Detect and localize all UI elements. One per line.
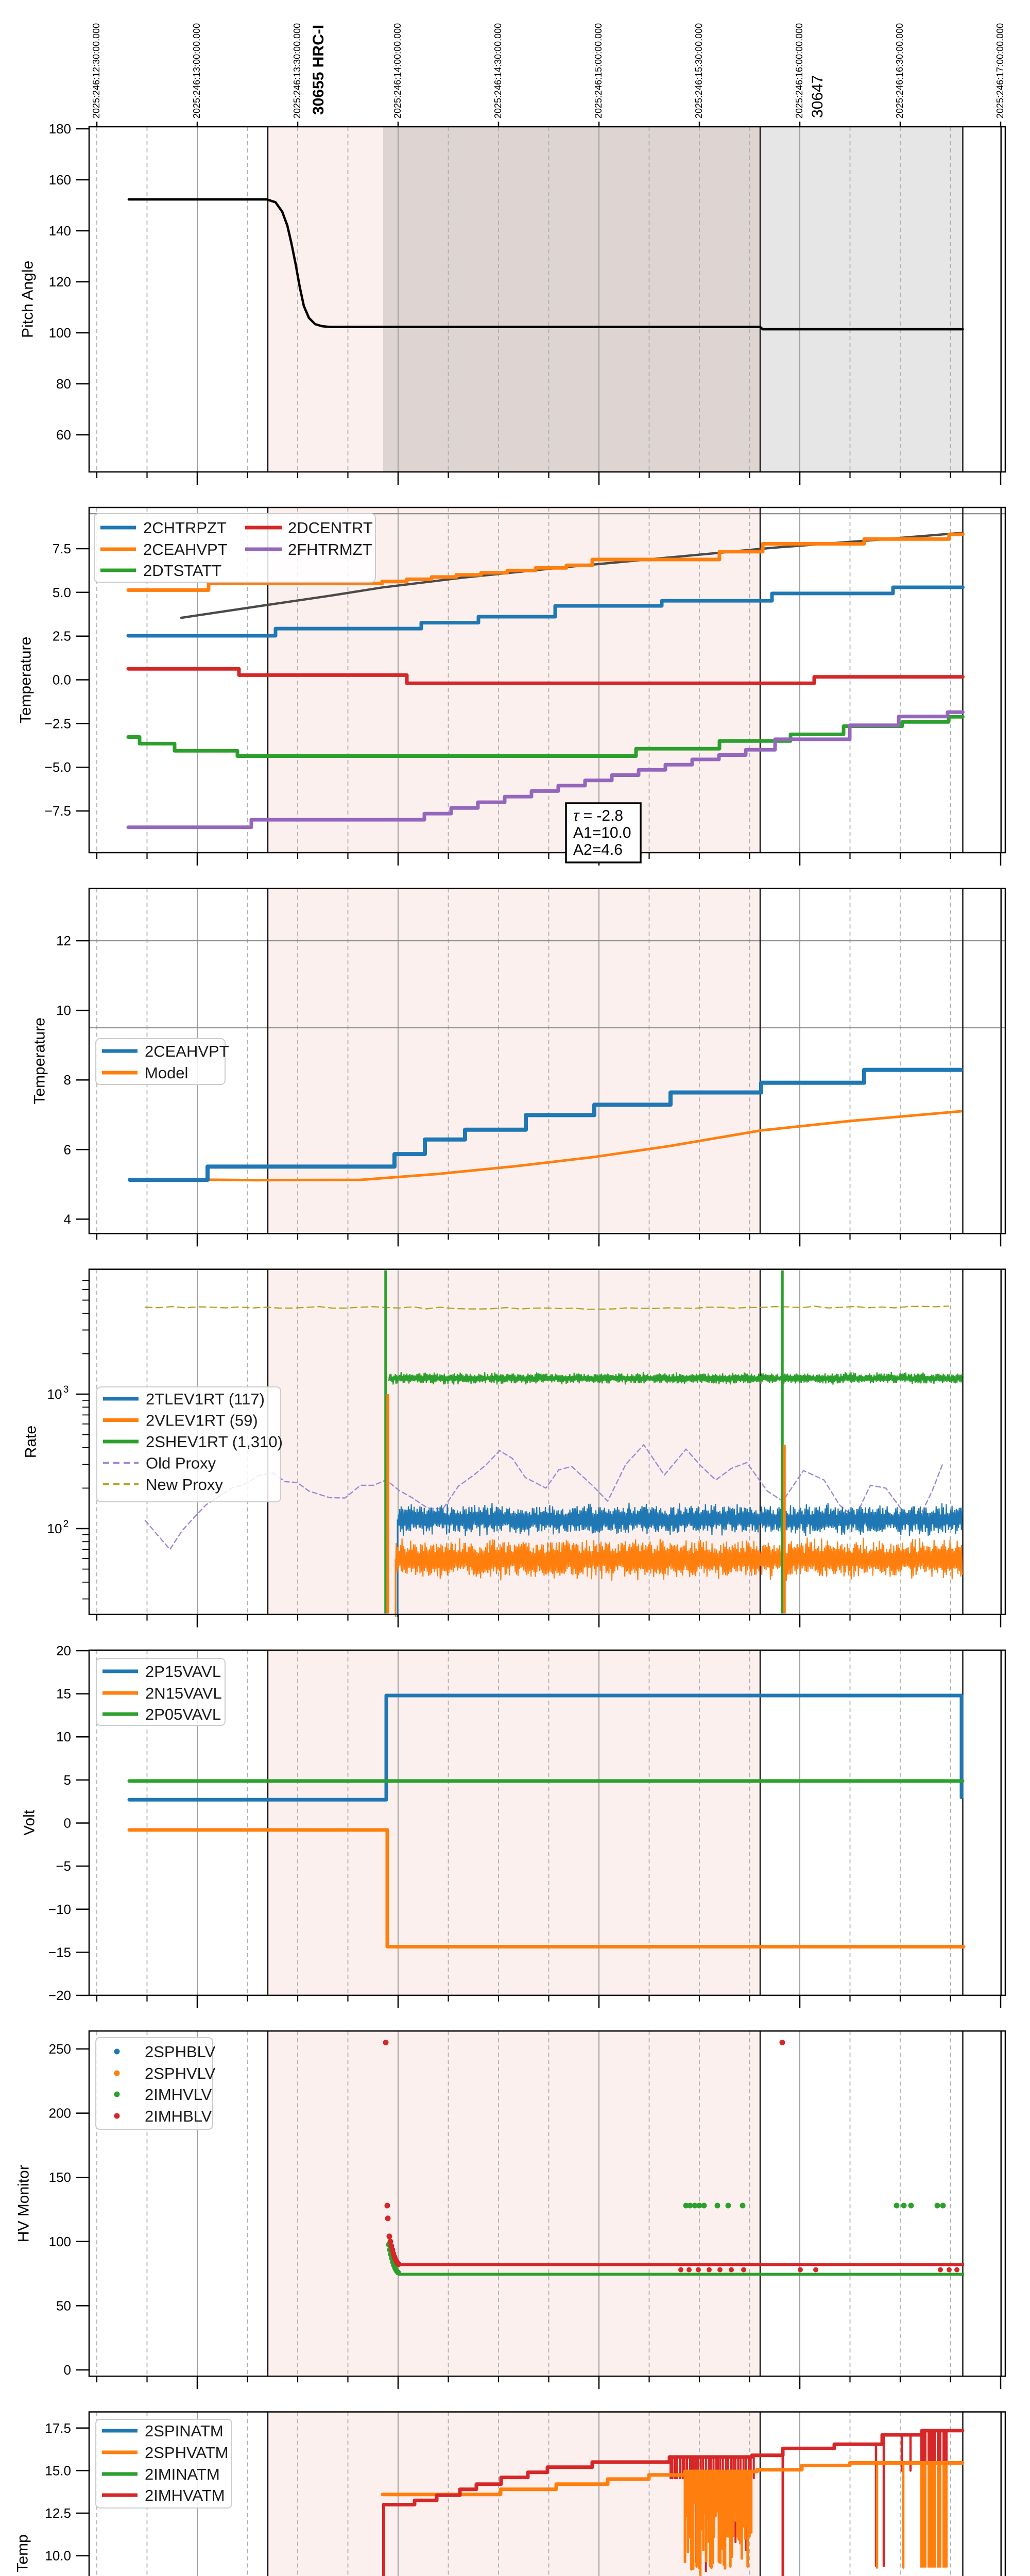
svg-text:2CEAHVPT: 2CEAHVPT	[143, 540, 228, 558]
svg-text:−5: −5	[56, 1858, 71, 1874]
svg-text:12.5: 12.5	[45, 2505, 71, 2521]
svg-text:2SPINATM: 2SPINATM	[145, 2422, 224, 2440]
svg-text:Volt: Volt	[21, 1809, 38, 1836]
svg-text:Rate: Rate	[23, 1426, 40, 1458]
svg-text:2IMHBLV: 2IMHBLV	[145, 2107, 212, 2125]
svg-text:2025:246:12:30:00.000: 2025:246:12:30:00.000	[91, 23, 101, 118]
svg-text:15: 15	[56, 1686, 71, 1702]
svg-text:4: 4	[64, 1211, 71, 1227]
svg-text:140: 140	[49, 223, 71, 239]
svg-text:50: 50	[56, 2298, 71, 2313]
svg-text:250: 250	[49, 2041, 71, 2057]
svg-text:0: 0	[64, 1816, 71, 1831]
svg-text:160: 160	[49, 172, 71, 188]
svg-text:7.5: 7.5	[53, 541, 71, 556]
svg-text:2025:246:13:30:00.000: 2025:246:13:30:00.000	[292, 23, 302, 118]
svg-text:2SPHVATM: 2SPHVATM	[145, 2444, 229, 2462]
svg-text:Temperature: Temperature	[18, 637, 35, 723]
svg-text:8: 8	[64, 1072, 71, 1088]
svg-text:2DTSTATT: 2DTSTATT	[143, 562, 221, 580]
svg-text:2SPHBLV: 2SPHBLV	[145, 2043, 216, 2061]
svg-text:10: 10	[56, 1729, 71, 1744]
svg-text:120: 120	[49, 274, 71, 290]
svg-text:2SPHVLV: 2SPHVLV	[145, 2064, 216, 2082]
svg-text:200: 200	[49, 2106, 71, 2121]
svg-text:−7.5: −7.5	[45, 803, 71, 819]
svg-text:A2=4.6: A2=4.6	[573, 841, 623, 858]
svg-text:2SHEV1RT (1,310): 2SHEV1RT (1,310)	[146, 1433, 283, 1451]
svg-text:0.0: 0.0	[53, 672, 71, 688]
svg-text:20: 20	[56, 1643, 71, 1658]
svg-text:−10: −10	[48, 1902, 71, 1917]
svg-text:Old Proxy: Old Proxy	[146, 1454, 216, 1472]
svg-text:2IMHVLV: 2IMHVLV	[145, 2086, 212, 2104]
svg-text:2N15VAVL: 2N15VAVL	[145, 1684, 222, 1702]
svg-text:A1=10.0: A1=10.0	[573, 824, 631, 841]
svg-text:HV Monitor: HV Monitor	[15, 2165, 32, 2242]
svg-text:10: 10	[47, 1521, 62, 1536]
svg-text:−15: −15	[48, 1944, 71, 1960]
svg-text:10: 10	[56, 1003, 71, 1018]
svg-text:100: 100	[49, 325, 71, 341]
svg-text:2025:246:13:00:00.000: 2025:246:13:00:00.000	[192, 23, 202, 118]
svg-text:150: 150	[49, 2170, 71, 2185]
svg-text:2025:246:14:00:00.000: 2025:246:14:00:00.000	[392, 23, 403, 118]
svg-text:2025:246:14:30:00.000: 2025:246:14:30:00.000	[493, 23, 503, 118]
svg-text:New Proxy: New Proxy	[146, 1476, 223, 1494]
svg-text:2IMHVATM: 2IMHVATM	[145, 2486, 225, 2504]
svg-text:17.5: 17.5	[45, 2420, 71, 2436]
svg-text:2P05VAVL: 2P05VAVL	[145, 1705, 221, 1723]
svg-text:180: 180	[49, 121, 71, 137]
svg-text:Model: Model	[145, 1064, 188, 1082]
svg-text:2IMINATM: 2IMINATM	[145, 2465, 220, 2483]
svg-text:6: 6	[64, 1142, 71, 1157]
svg-text:Detector Temp: Detector Temp	[14, 2534, 31, 2576]
svg-text:2P15VAVL: 2P15VAVL	[145, 1663, 221, 1681]
svg-text:2CEAHVPT: 2CEAHVPT	[145, 1042, 229, 1060]
svg-text:30655 HRC-I: 30655 HRC-I	[310, 25, 327, 115]
svg-text:2VLEV1RT (59): 2VLEV1RT (59)	[146, 1412, 258, 1430]
svg-text:2DCENTRT: 2DCENTRT	[288, 519, 373, 537]
svg-text:2025:246:16:30:00.000: 2025:246:16:30:00.000	[895, 23, 905, 118]
svg-text:3: 3	[63, 1384, 69, 1395]
svg-text:2025:246:15:30:00.000: 2025:246:15:30:00.000	[694, 23, 704, 118]
svg-text:15.0: 15.0	[45, 2463, 71, 2478]
svg-text:30647: 30647	[809, 75, 826, 118]
svg-text:2025:246:15:00:00.000: 2025:246:15:00:00.000	[593, 23, 604, 118]
svg-text:2: 2	[63, 1519, 69, 1530]
svg-text:12: 12	[56, 933, 71, 948]
svg-text:Pitch Angle: Pitch Angle	[20, 261, 37, 338]
svg-text:2025:246:16:00:00.000: 2025:246:16:00:00.000	[794, 23, 804, 118]
svg-text:10: 10	[47, 1386, 62, 1402]
svg-text:Temperature: Temperature	[31, 1018, 48, 1104]
svg-text:5.0: 5.0	[53, 585, 71, 600]
svg-text:80: 80	[56, 376, 71, 392]
svg-text:5: 5	[64, 1772, 71, 1788]
svg-text:2TLEV1RT (117): 2TLEV1RT (117)	[146, 1390, 265, 1408]
svg-text:10.0: 10.0	[45, 2548, 71, 2564]
svg-text:60: 60	[56, 427, 71, 443]
svg-text:τ = -2.8: τ = -2.8	[573, 807, 623, 824]
svg-text:100: 100	[49, 2234, 71, 2249]
svg-text:−2.5: −2.5	[45, 716, 71, 731]
svg-text:2CHTRPZT: 2CHTRPZT	[143, 519, 227, 537]
svg-text:2025:246:17:00:00.000: 2025:246:17:00:00.000	[995, 23, 1005, 118]
svg-text:−5.0: −5.0	[45, 759, 71, 775]
svg-text:2FHTRMZT: 2FHTRMZT	[288, 540, 372, 558]
svg-text:−20: −20	[48, 1988, 71, 2003]
svg-text:2.5: 2.5	[53, 629, 71, 644]
svg-text:0: 0	[64, 2362, 71, 2378]
